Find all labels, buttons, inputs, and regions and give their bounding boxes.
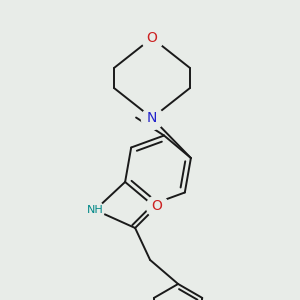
Text: O: O bbox=[152, 199, 163, 213]
Text: O: O bbox=[147, 31, 158, 45]
Text: N: N bbox=[147, 111, 157, 125]
Text: NH: NH bbox=[87, 205, 103, 215]
